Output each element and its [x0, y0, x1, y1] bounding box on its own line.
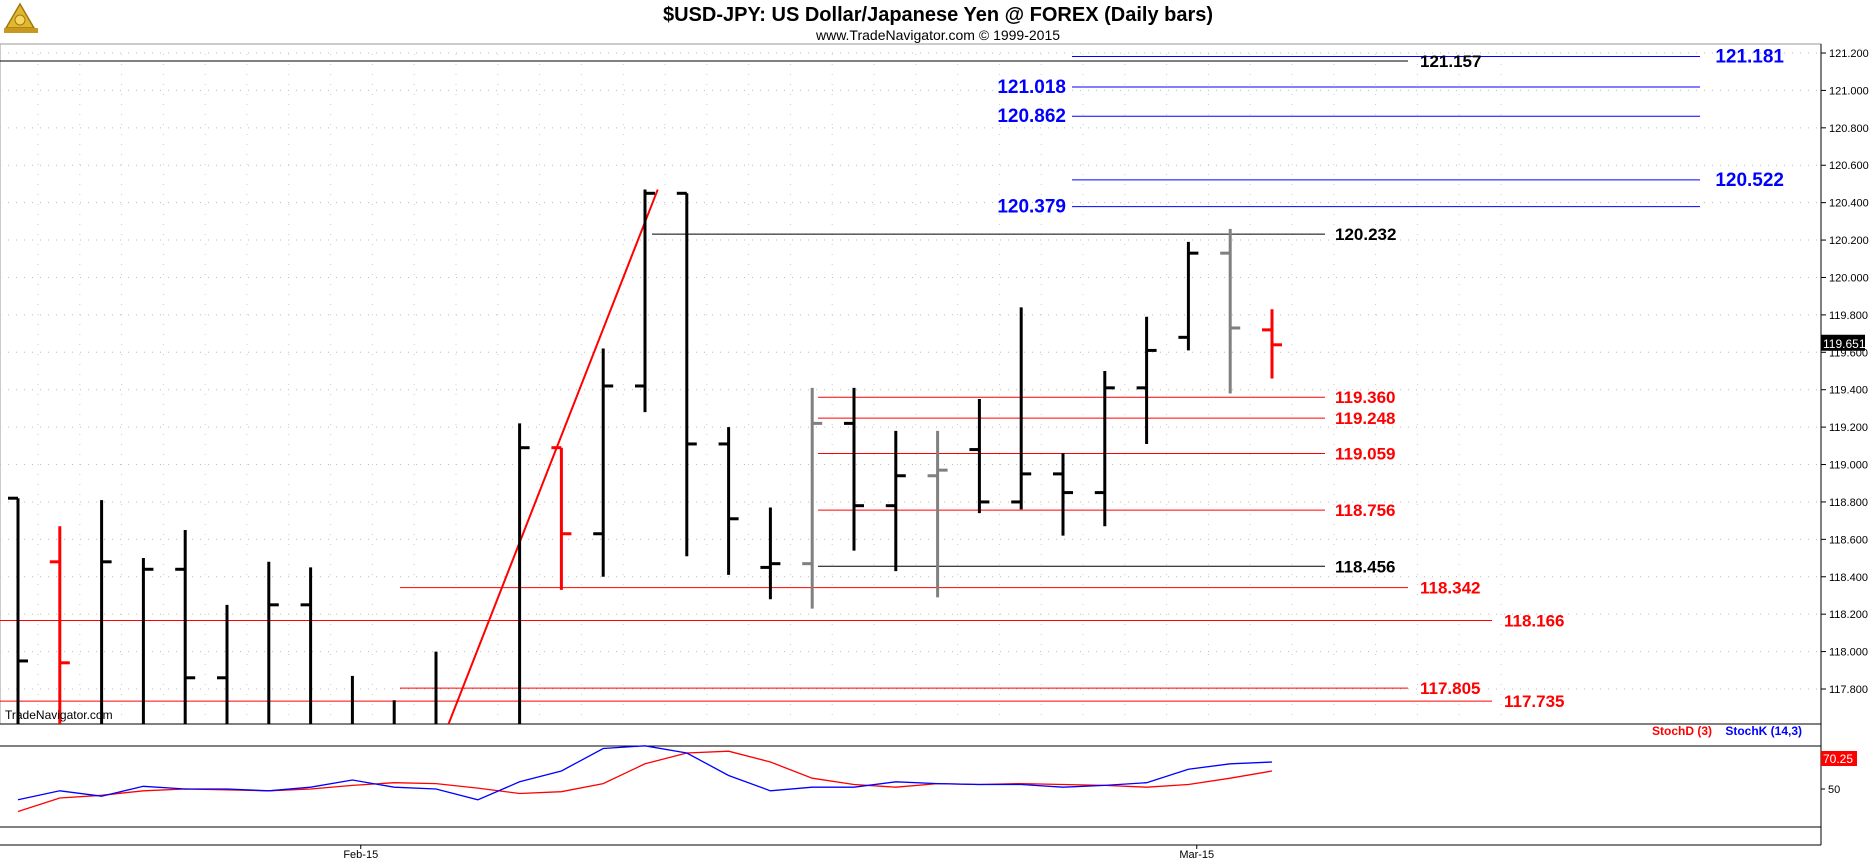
- x-tick-label: Feb-15: [343, 849, 378, 861]
- level-label: 120.232: [1335, 225, 1396, 244]
- y-tick-label: 117.800: [1829, 684, 1868, 696]
- level-label: 118.166: [1504, 612, 1565, 631]
- legend-stochd: StochD (3): [1652, 724, 1712, 738]
- level-label: 118.342: [1420, 579, 1481, 598]
- ohlc-bar: [969, 399, 990, 514]
- price-levels: 121.181 121.157 121.018 120.862 120.522 120.3…: [0, 47, 1784, 711]
- y-tick-label: 118.600: [1829, 534, 1868, 546]
- y-tick-label: 121.200: [1829, 48, 1869, 60]
- level-label: 120.379: [997, 197, 1066, 218]
- ohlc-bar: [885, 430, 906, 572]
- level-label: 118.456: [1335, 557, 1396, 576]
- last-price-label: 119.651: [1823, 337, 1866, 351]
- chart-subtitle: www.TradeNavigator.com © 1999-2015: [815, 27, 1060, 43]
- level-label: 121.157: [1420, 52, 1481, 71]
- last-price-badge: 119.651: [1821, 334, 1866, 351]
- ohlc-bars: [8, 189, 1282, 724]
- y-tick-label: 118.800: [1829, 497, 1868, 509]
- ohlc-bar: [635, 189, 655, 413]
- ohlc-bar: [217, 604, 229, 724]
- ohlc-bar: [1011, 307, 1032, 510]
- level-label: 117.805: [1420, 679, 1481, 698]
- watermark: TradeNavigator.com: [5, 708, 113, 722]
- ohlc-bar: [676, 191, 697, 557]
- logo: [4, 2, 38, 33]
- ohlc-bar: [141, 558, 154, 724]
- ohlc-bar: [49, 526, 70, 724]
- stoch-lines: [17, 745, 1273, 813]
- ohlc-bar: [267, 561, 279, 724]
- ohlc-bar: [718, 427, 739, 575]
- y-tick-label: 118.400: [1829, 572, 1868, 584]
- ohlc-bar: [760, 507, 781, 600]
- y-tick-label: 118.200: [1829, 609, 1868, 621]
- ohlc-bar: [8, 496, 28, 724]
- ohlc-bar: [593, 348, 614, 577]
- y-tick-label: 120.600: [1829, 160, 1869, 172]
- stoch-series-line: [17, 745, 1273, 801]
- ohlc-bar: [1220, 228, 1241, 394]
- y-tick-label: 119.400: [1829, 385, 1868, 397]
- ohlc-bar: [518, 423, 530, 724]
- y-tick-label: 120.400: [1829, 198, 1869, 210]
- ohlc-bar: [175, 530, 196, 724]
- sextant-logo-icon: [4, 2, 38, 33]
- ohlc-bar: [551, 446, 572, 590]
- level-label: 120.522: [1715, 170, 1784, 191]
- y-tick-label: 120.000: [1829, 272, 1869, 284]
- x-axis: Feb-15 Mar-15: [343, 845, 1214, 861]
- y-tick-label: 120.800: [1829, 123, 1869, 135]
- stoch-y-tick-50: 50: [1828, 784, 1840, 796]
- x-tick-label: Mar-15: [1179, 849, 1214, 861]
- ohlc-bar: [1262, 309, 1282, 379]
- level-label: 119.059: [1335, 444, 1396, 463]
- ohlc-bar: [1094, 371, 1115, 527]
- trend-line-layer: [447, 189, 659, 725]
- level-label: 120.862: [997, 106, 1066, 127]
- trend-line: [447, 189, 659, 725]
- legend-stochk: StochK (14,3): [1725, 724, 1802, 738]
- stoch-series-line: [17, 750, 1273, 813]
- ohlc-bar: [802, 387, 823, 609]
- ohlc-bar: [1136, 316, 1157, 444]
- grid-dots: [0, 44, 1821, 724]
- price-y-axis: 121.200 121.000 120.800 120.600 120.400 120.2…: [1821, 48, 1869, 696]
- level-label: 118.756: [1335, 501, 1396, 520]
- level-label: 117.735: [1504, 692, 1565, 711]
- stoch-panel: StochD (3) StochK (14,3) 50 70.25 Feb-15…: [0, 724, 1857, 861]
- ohlc-bar: [1178, 241, 1199, 351]
- y-tick-label: 119.000: [1829, 460, 1868, 472]
- y-tick-label: 118.000: [1829, 647, 1868, 659]
- y-tick-label: 119.800: [1829, 310, 1868, 322]
- level-label: 119.248: [1335, 409, 1396, 428]
- ohlc-bar: [100, 500, 112, 724]
- chart-title: $USD-JPY: US Dollar/Japanese Yen @ FOREX…: [663, 4, 1213, 26]
- level-label: 119.360: [1335, 388, 1396, 407]
- ohlc-bar: [927, 430, 948, 598]
- y-tick-label: 121.000: [1829, 85, 1869, 97]
- price-panel: 121.181 121.157 121.018 120.862 120.522 120.3…: [0, 43, 1869, 845]
- ohlc-bar: [300, 567, 313, 724]
- level-label: 121.181: [1715, 47, 1784, 68]
- stoch-value-badge: 70.25: [1823, 752, 1853, 766]
- ohlc-bar: [1053, 453, 1073, 536]
- ohlc-bar: [844, 387, 864, 551]
- y-tick-label: 120.200: [1829, 235, 1869, 247]
- level-label: 121.018: [997, 77, 1066, 98]
- y-tick-label: 119.200: [1829, 422, 1868, 434]
